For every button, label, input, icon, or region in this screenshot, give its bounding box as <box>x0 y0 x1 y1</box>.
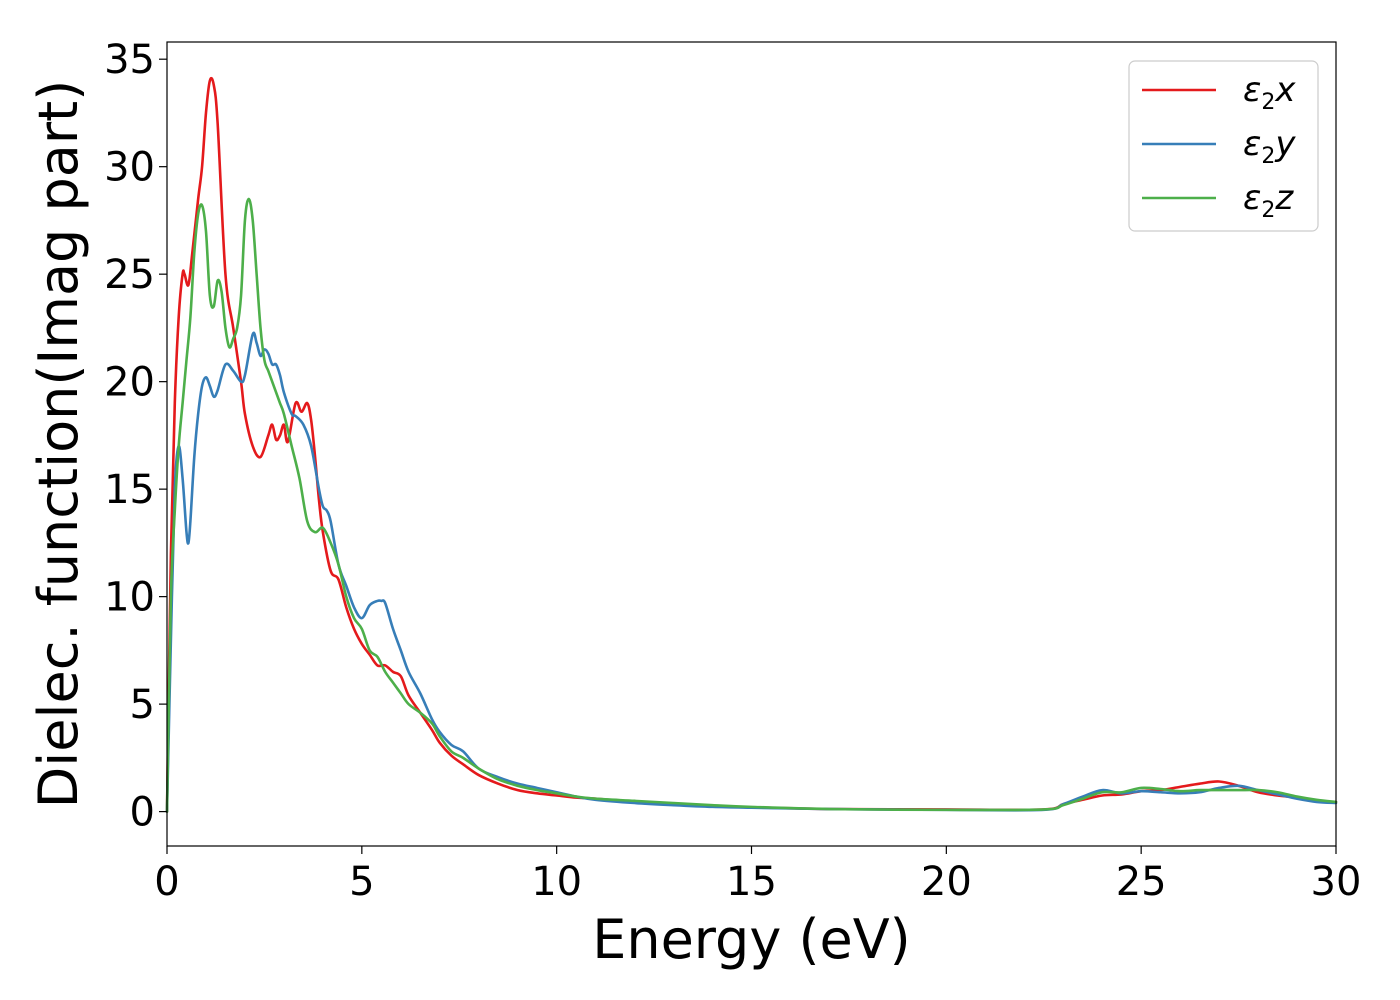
legend-label-z: ε2z <box>1243 178 1294 223</box>
y-tick-label: 20 <box>104 360 155 406</box>
legend-label-y: ε2y <box>1243 124 1296 169</box>
y-tick-label: 35 <box>104 37 155 83</box>
y-tick-label: 15 <box>104 467 155 513</box>
x-tick-label: 20 <box>921 859 972 905</box>
x-axis-title: Energy (eV) <box>592 908 911 971</box>
x-tick-label: 25 <box>1116 859 1167 905</box>
y-tick-label: 10 <box>104 575 155 621</box>
x-tick-label: 0 <box>154 859 179 905</box>
y-axis-title: Dielec. function(Imag part) <box>27 80 90 809</box>
x-tick-label: 5 <box>349 859 374 905</box>
x-axis: 0 5 10 15 20 25 30 <box>154 846 1361 905</box>
series-line-y <box>165 331 1338 813</box>
x-tick-label: 15 <box>726 859 777 905</box>
legend: ε2x ε2y ε2z <box>1128 60 1319 232</box>
x-tick-label: 30 <box>1311 859 1362 905</box>
y-tick-label: 5 <box>130 682 155 728</box>
y-axis: 0 5 10 15 20 25 30 35 <box>104 37 167 836</box>
y-tick-label: 0 <box>130 790 155 836</box>
y-tick-label: 30 <box>104 145 155 191</box>
x-tick-label: 10 <box>531 859 582 905</box>
legend-label-x: ε2x <box>1243 70 1296 115</box>
legend-box <box>1128 60 1319 232</box>
series-line-z <box>165 197 1338 813</box>
y-tick-label: 25 <box>104 252 155 298</box>
series-layer <box>165 76 1338 813</box>
legend-items: ε2x ε2y ε2z <box>1142 70 1296 223</box>
